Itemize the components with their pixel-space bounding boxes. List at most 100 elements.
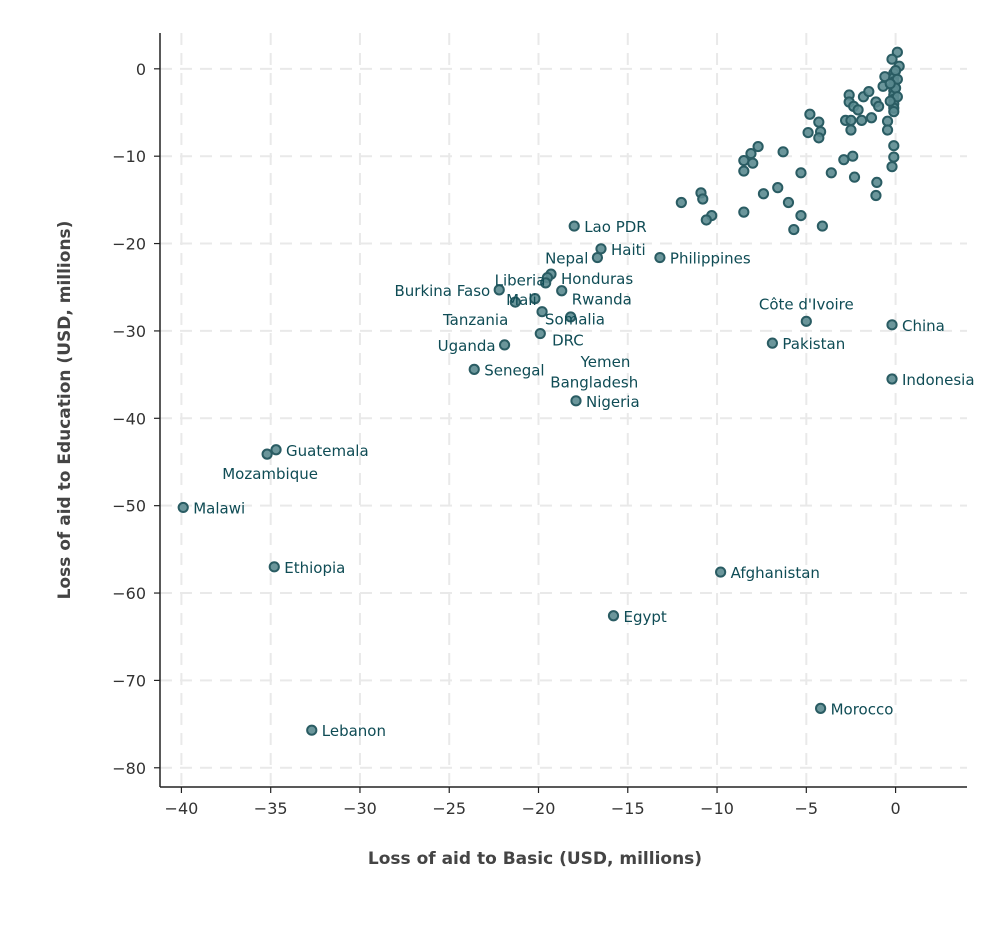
y-axis-label: Loss of aid to Education (USD, millions) bbox=[55, 221, 75, 600]
point-label: Uganda bbox=[438, 337, 496, 355]
data-point bbox=[847, 150, 859, 162]
point-label: Tanzania bbox=[442, 311, 508, 329]
data-point bbox=[782, 196, 795, 209]
data-point bbox=[884, 95, 896, 107]
x-axis-label: Loss of aid to Basic (USD, millions) bbox=[368, 849, 702, 869]
point-label: DRC bbox=[552, 332, 584, 350]
point-label: Lebanon bbox=[322, 722, 386, 740]
point-label: Somalia bbox=[545, 311, 605, 329]
x-tick-label: −15 bbox=[611, 799, 645, 818]
axes: −40 −35 −30 −25 −20 −15 −10 −5 00−10−20−30−40−50… bbox=[112, 33, 967, 818]
data-point bbox=[757, 188, 770, 200]
data-point bbox=[177, 501, 189, 514]
data-point bbox=[788, 223, 800, 236]
data-point bbox=[888, 106, 900, 118]
y-tick-label: −40 bbox=[112, 409, 146, 428]
data-point bbox=[306, 724, 318, 736]
point-label: Indonesia bbox=[902, 371, 975, 389]
data-point bbox=[591, 251, 604, 264]
y-tick-label: −50 bbox=[112, 497, 146, 516]
data-point bbox=[886, 161, 898, 173]
point-label: Lao PDR bbox=[584, 218, 647, 236]
y-tick-label: −30 bbox=[112, 322, 146, 341]
data-point bbox=[654, 251, 666, 264]
data-point bbox=[607, 610, 620, 622]
data-point bbox=[886, 373, 898, 385]
x-tick-label: −30 bbox=[343, 799, 377, 818]
data-point bbox=[870, 189, 882, 202]
y-tick-label: −60 bbox=[112, 584, 146, 603]
x-tick-label: −25 bbox=[432, 799, 466, 818]
point-label: Haiti bbox=[611, 241, 646, 259]
y-tick-label: −20 bbox=[112, 235, 146, 254]
data-point bbox=[715, 566, 727, 578]
data-point bbox=[865, 112, 878, 124]
point-label: Ethiopia bbox=[284, 559, 345, 577]
y-tick-label: −80 bbox=[112, 759, 146, 778]
data-point bbox=[747, 157, 759, 169]
y-tick-label: −70 bbox=[112, 671, 146, 690]
data-point bbox=[884, 78, 896, 90]
x-tick-label: −35 bbox=[254, 799, 288, 818]
data-point bbox=[881, 124, 894, 136]
data-point bbox=[886, 319, 898, 331]
data-point bbox=[813, 116, 825, 128]
point-label: Senegal bbox=[484, 361, 544, 379]
data-point bbox=[468, 363, 480, 375]
data-point bbox=[886, 53, 898, 65]
data-point bbox=[568, 220, 580, 232]
data-point bbox=[813, 132, 825, 144]
data-point bbox=[814, 702, 827, 714]
point-label: Afghanistan bbox=[731, 564, 820, 582]
data-point bbox=[873, 100, 885, 112]
point-label: Rwanda bbox=[572, 291, 632, 309]
data-point bbox=[777, 146, 789, 158]
point-label: Bangladesh bbox=[550, 374, 638, 392]
y-tick-label: −10 bbox=[112, 147, 146, 166]
x-tick-label: −5 bbox=[795, 799, 819, 818]
data-point bbox=[863, 85, 875, 98]
data-point bbox=[856, 114, 868, 126]
data-point bbox=[738, 165, 750, 177]
data-point bbox=[268, 561, 280, 573]
data-point bbox=[534, 327, 546, 340]
x-tick-label: −10 bbox=[700, 799, 734, 818]
x-tick-label: −40 bbox=[165, 799, 199, 818]
data-point bbox=[795, 167, 807, 179]
point-label: Honduras bbox=[561, 270, 633, 288]
data-point bbox=[825, 167, 837, 179]
data-point bbox=[802, 127, 814, 139]
data-point bbox=[675, 196, 687, 209]
data-point bbox=[816, 220, 828, 232]
data-point bbox=[766, 337, 778, 349]
data-point bbox=[871, 176, 883, 189]
point-label: Nigeria bbox=[586, 393, 640, 411]
x-tick-label: −20 bbox=[522, 799, 556, 818]
data-point bbox=[565, 311, 577, 323]
data-point bbox=[540, 277, 552, 289]
point-label: Guatemala bbox=[286, 442, 369, 460]
data-point bbox=[888, 140, 900, 152]
point-label: China bbox=[902, 317, 945, 335]
data-point bbox=[852, 104, 864, 116]
data-points bbox=[177, 46, 905, 736]
data-point bbox=[838, 154, 850, 166]
data-point bbox=[752, 140, 764, 153]
data-point bbox=[493, 284, 505, 296]
data-point bbox=[270, 444, 282, 456]
point-label: Philippines bbox=[670, 250, 751, 268]
point-label: Mozambique bbox=[222, 465, 318, 483]
x-tick-label: 0 bbox=[890, 799, 900, 818]
point-label: Nepal bbox=[545, 250, 588, 268]
data-point bbox=[570, 395, 582, 407]
data-point bbox=[536, 306, 548, 318]
point-label: Burkina Faso bbox=[394, 282, 490, 300]
data-point bbox=[738, 206, 750, 218]
point-label: Côte d'Ivoire bbox=[759, 295, 854, 313]
data-point bbox=[889, 64, 902, 77]
point-label: Liberia bbox=[495, 272, 546, 290]
data-point bbox=[804, 108, 816, 120]
point-label: Pakistan bbox=[782, 335, 845, 353]
data-point bbox=[498, 339, 511, 351]
